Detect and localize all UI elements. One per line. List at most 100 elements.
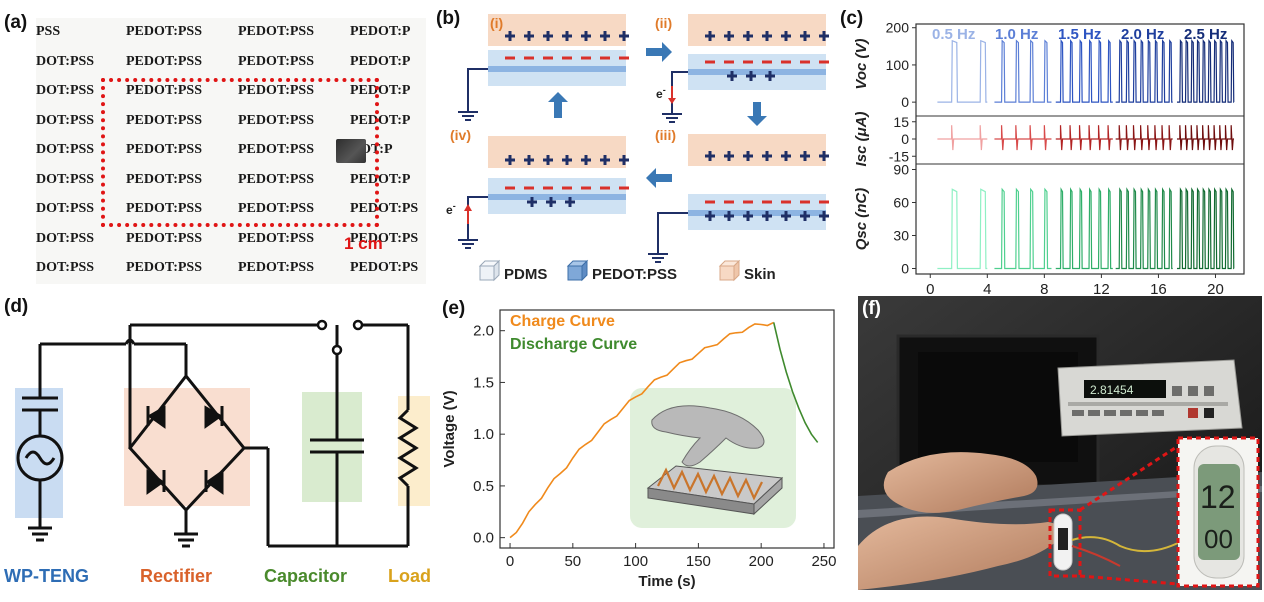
minus-charge — [781, 60, 791, 64]
arrow-up-icon — [548, 92, 568, 118]
minus-charge — [724, 200, 734, 204]
wave-electrode-icon — [657, 467, 763, 501]
c-series-trace — [1115, 187, 1173, 270]
e-ytick-label: 1.5 — [473, 374, 494, 391]
legend-skin: Skin — [744, 266, 776, 283]
minus-charge — [819, 60, 829, 64]
wristband-device — [1053, 513, 1073, 571]
grid-text-cell: PEDOT:PSS — [126, 83, 202, 98]
display-top: 12 — [1200, 479, 1236, 515]
minus-charge — [524, 56, 534, 60]
grid-text-cell: PEDOT:PSS — [126, 171, 202, 187]
panel-b-label: (b) — [436, 8, 461, 29]
grid-text-cell: PEDOT:PSS — [238, 24, 314, 39]
grid-text-cell: PEDOT:PSS — [126, 260, 202, 275]
panel-a-label: (a) — [4, 12, 28, 33]
hand-device-inset — [630, 388, 796, 528]
multimeter-body: 2.81454 — [1057, 359, 1243, 437]
grid-text-cell: PEDOT:PSS — [126, 112, 202, 128]
hand-left — [883, 452, 1038, 513]
e-ytick-label: 2.0 — [473, 323, 494, 340]
c-xtick-label: 4 — [983, 281, 991, 296]
minus-charge — [743, 200, 753, 204]
stage-iv-label: (iv) — [450, 127, 471, 143]
e-ylabel: Voltage (V) — [441, 390, 458, 467]
c-freq-label: 0.5 Hz — [932, 26, 975, 43]
c-series-trace — [994, 125, 1052, 151]
wp-teng-label: WP-TENG — [4, 566, 89, 586]
minus-charge — [505, 186, 515, 190]
minus-charge — [800, 200, 810, 204]
c-series-trace — [937, 39, 988, 103]
grid-text-cell: PEDOT:PS — [350, 260, 419, 275]
e-xtick-label: 100 — [623, 553, 648, 570]
minus-charge — [600, 186, 610, 190]
minus-charge — [705, 200, 715, 204]
grid-text-cell: DOT:PSS — [36, 171, 95, 187]
minus-charge — [524, 186, 534, 190]
e-xtick-label: 200 — [749, 553, 774, 570]
discharge-curve-line — [772, 322, 819, 443]
stage-i: (i) — [457, 14, 626, 121]
panel-d-circuit — [15, 319, 430, 548]
grid-text-cell: PEDOT:PSS — [238, 112, 314, 128]
panel-b-diagram: (i) e- (ii) (iii) e- (iv) — [446, 14, 829, 283]
grid-text-cell: DOT:PSS — [36, 260, 95, 275]
c-freq-label: 2.0 Hz — [1121, 26, 1164, 43]
grid-text-cell: PEDOT:P — [350, 53, 411, 69]
stage-ii: e- (ii) — [655, 14, 826, 123]
minus-charge — [562, 186, 572, 190]
grid-text-cell: DOT:PSS — [36, 83, 95, 98]
minus-charge — [562, 56, 572, 60]
minus-charge — [743, 60, 753, 64]
e-ytick-label: 1.0 — [473, 426, 494, 443]
hand-icon — [651, 405, 765, 467]
zoom-inset: 12 00 — [1176, 436, 1260, 588]
stage-i-label: (i) — [490, 15, 503, 31]
panel-e-chart: 0 50 100 150 200 250 0.0 0.5 1.0 1.5 2.0 Time (s) Vo… — [441, 309, 836, 590]
c-ylabel: Isc (μA) — [853, 112, 870, 167]
c-series-trace — [1176, 187, 1235, 270]
minus-charge — [600, 56, 610, 60]
grid-text-cell: PEDOT:PS — [350, 230, 419, 246]
stage-iv: e- (iv) — [446, 127, 626, 249]
grid-text-cell: PEDOT:P — [350, 112, 411, 128]
grid-text-cell: PEDOT:PSS — [238, 171, 314, 187]
minus-charge — [505, 56, 515, 60]
grid-text-cell: PEDOT:PSS — [126, 53, 202, 69]
minus-charge — [543, 186, 553, 190]
minus-charge — [781, 200, 791, 204]
grid-text-cell: PEDOT:PSS — [238, 230, 314, 246]
e-xtick-label: 0 — [506, 553, 514, 570]
arrow-left-icon — [646, 168, 672, 188]
e-xlabel: Time (s) — [638, 573, 695, 590]
pdms-cube-icon — [478, 259, 501, 282]
grid-text-cell: PEDOT:PSS — [238, 201, 314, 216]
grid-text-cell: PEDOT:P — [350, 24, 411, 39]
c-xtick-label: 0 — [926, 281, 934, 296]
rectifier-highlight — [124, 388, 250, 506]
e-legend-entry: Discharge Curve — [510, 336, 637, 353]
grid-text-cell: PEDOT:PS — [350, 201, 419, 216]
stage-iii: (iii) — [647, 127, 826, 263]
c-series-trace — [937, 188, 988, 270]
grid-text-cell: PEDOT:P — [350, 171, 411, 187]
c-ytick-label: 30 — [893, 228, 909, 244]
pedot-sample-patch — [336, 139, 366, 163]
grid-text-cell: PEDOT:PSS — [238, 260, 314, 275]
minus-charge — [705, 60, 715, 64]
grid-text-cell: DOT:PSS — [36, 112, 95, 128]
panel-f-label: (f) — [862, 298, 881, 319]
grid-text-cell: DOT:PSS — [36, 53, 95, 69]
panel-b-legend: PDMS PEDOT:PSS Skin — [478, 259, 776, 283]
grid-text-cell: DOT:PSS — [36, 142, 95, 157]
c-series-trace — [994, 187, 1052, 270]
zoom-source-box — [1048, 508, 1082, 578]
c-series-trace — [994, 39, 1052, 103]
legend-pedot: PEDOT:PSS — [592, 266, 677, 283]
c-ytick-label: 0 — [901, 94, 909, 110]
legend-pdms: PDMS — [504, 266, 547, 283]
display-bottom: 00 — [1204, 524, 1233, 554]
c-series-trace — [1055, 38, 1113, 103]
